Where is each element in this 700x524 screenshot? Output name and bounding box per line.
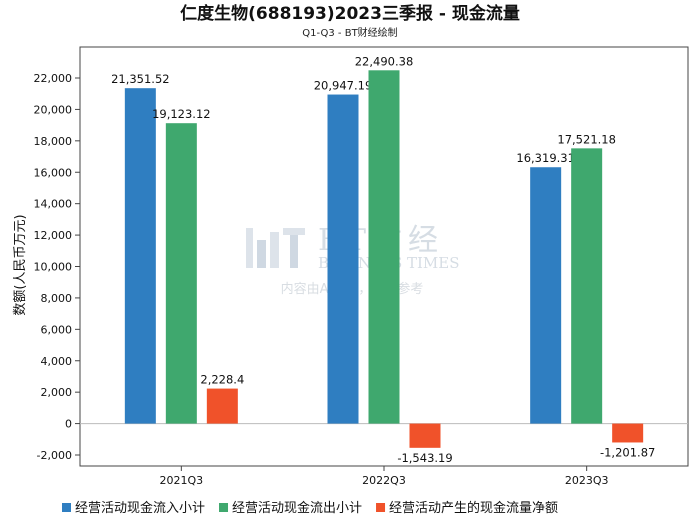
bar [612, 423, 644, 443]
data-label: 16,319.31 [516, 151, 575, 165]
data-label: -1,543.19 [397, 451, 452, 465]
y-tick-label: 20,000 [34, 103, 73, 116]
bar [530, 167, 562, 424]
y-tick-label: 18,000 [34, 135, 73, 148]
x-tick-label: 2023Q3 [565, 474, 609, 487]
bar [368, 70, 400, 424]
y-tick-label: 16,000 [34, 166, 73, 179]
legend-label: 经营活动产生的现金流量净额 [389, 500, 558, 516]
data-label: 21,351.52 [111, 72, 170, 86]
chart-subtitle: Q1-Q3 - BT财经绘制 [302, 26, 397, 39]
bar [165, 123, 197, 424]
legend-label: 经营活动现金流出小计 [232, 500, 362, 516]
bar [327, 94, 359, 424]
y-tick-label: 2,000 [41, 386, 73, 399]
watermark-logo-icon [246, 228, 305, 268]
y-tick-label: 0 [65, 418, 72, 431]
bar [206, 388, 238, 424]
y-axis-label: 数额(人民币万元) [13, 214, 28, 315]
y-tick-label: 8,000 [41, 292, 73, 305]
bar [124, 88, 156, 424]
data-label: 20,947.19 [314, 79, 373, 93]
legend-swatch [62, 503, 71, 512]
y-tick-label: 6,000 [41, 323, 73, 336]
y-tick-label: -2,000 [37, 449, 72, 462]
legend-swatch [376, 503, 386, 512]
data-label: 22,490.38 [355, 54, 414, 68]
data-label: -1,201.87 [600, 445, 655, 459]
chart-title: 仁度生物(688193)2023三季报 - 现金流量 [180, 3, 520, 24]
y-tick-label: 4,000 [41, 355, 73, 368]
legend: 经营活动现金流入小计 经营活动现金流出小计 经营活动产生的现金流量净额 [62, 500, 558, 516]
plot-area: -2,000 0 2,000 4,000 6,000 8,000 10,000 12,000 1… [34, 46, 689, 487]
data-label: 19,123.12 [152, 107, 211, 121]
bar [409, 423, 441, 448]
y-tick-label: 12,000 [34, 229, 73, 242]
x-tick-label: 2022Q3 [362, 474, 406, 487]
bar [571, 148, 603, 424]
data-label: 17,521.18 [557, 132, 616, 146]
legend-swatch [219, 503, 229, 512]
x-tick-label: 2021Q3 [160, 474, 204, 487]
y-tick-label: 22,000 [34, 72, 73, 85]
y-tick-label: 10,000 [34, 261, 73, 274]
legend-label: 经营活动现金流入小计 [75, 500, 205, 516]
data-label: 2,228.4 [200, 373, 244, 387]
y-tick-label: 14,000 [34, 198, 73, 211]
